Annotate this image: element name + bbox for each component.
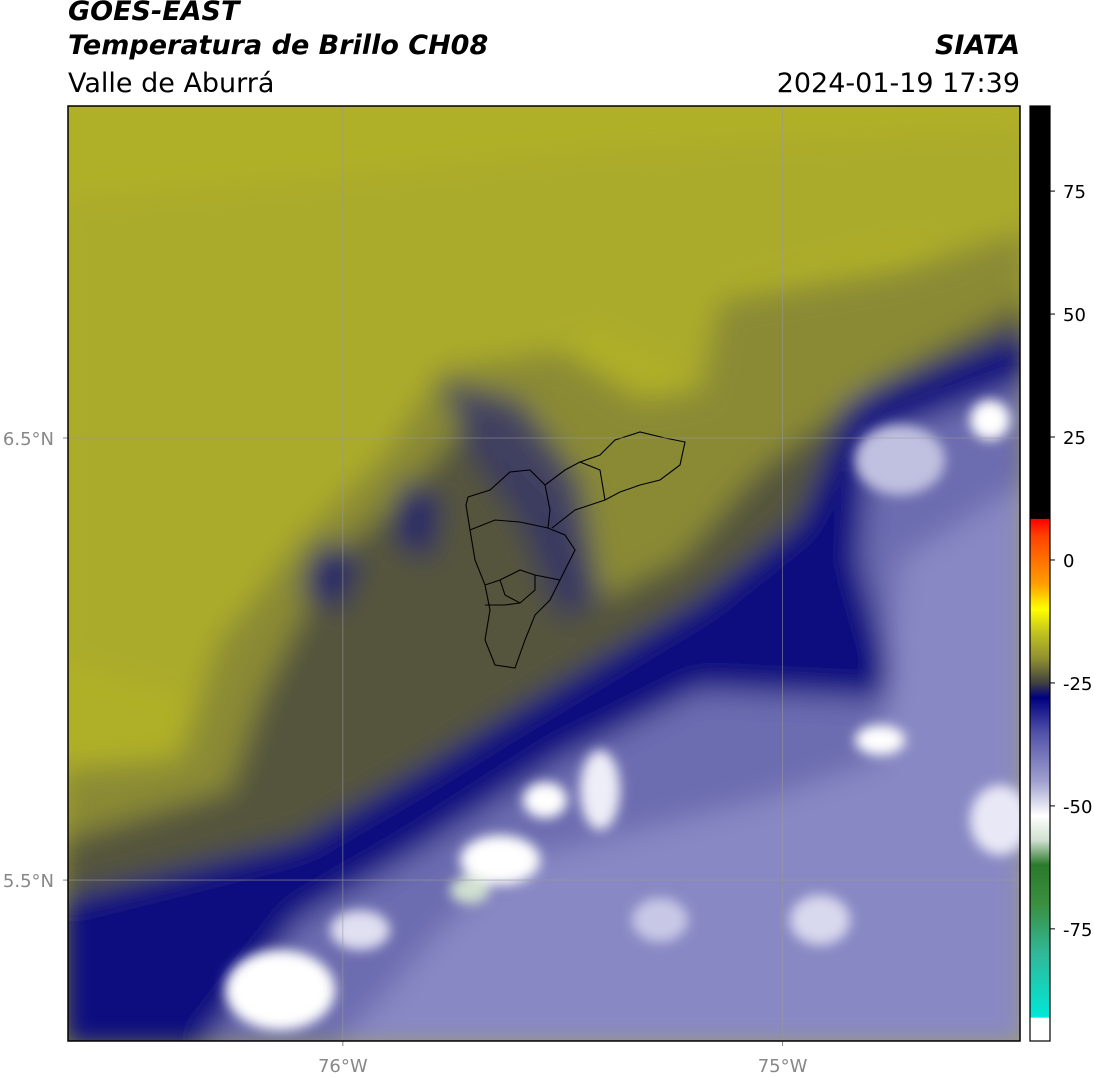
- colorbar-tick-label: -50: [1063, 797, 1092, 818]
- municipal-boundaries: [465, 431, 686, 669]
- colorbar-scale: [1029, 105, 1051, 1042]
- colorbar-tick-label: 0: [1063, 551, 1074, 572]
- y-tick-label: 5.5°N: [3, 871, 54, 892]
- x-tick-label: 75°W: [758, 1056, 808, 1077]
- colorbar-tick-label: -75: [1063, 920, 1092, 941]
- region: Valle de Aburrá: [68, 68, 274, 99]
- x-tick-label: 76°W: [318, 1056, 368, 1077]
- colorbar-tick-label: 50: [1063, 305, 1086, 326]
- map-frame: [67, 105, 1021, 1042]
- y-tick-label: 6.5°N: [3, 429, 54, 450]
- graticule: 76°W 75°W 6.5°N 5.5°N: [3, 106, 1020, 1077]
- datetime: 2024-01-19 17:39: [777, 68, 1020, 99]
- colorbar-tick-label: -25: [1063, 674, 1092, 695]
- colorbar-tick-label: 25: [1063, 428, 1086, 449]
- satellite-image: [68, 106, 1020, 1041]
- source: SIATA: [935, 30, 1020, 61]
- subtitle: Temperatura de Brillo CH08: [68, 30, 488, 61]
- colorbar: 75 50 25 0 -25 -50 -75: [1029, 105, 1092, 1042]
- title: GOES-EAST: [68, 0, 242, 27]
- colorbar-tick-label: 75: [1063, 182, 1086, 203]
